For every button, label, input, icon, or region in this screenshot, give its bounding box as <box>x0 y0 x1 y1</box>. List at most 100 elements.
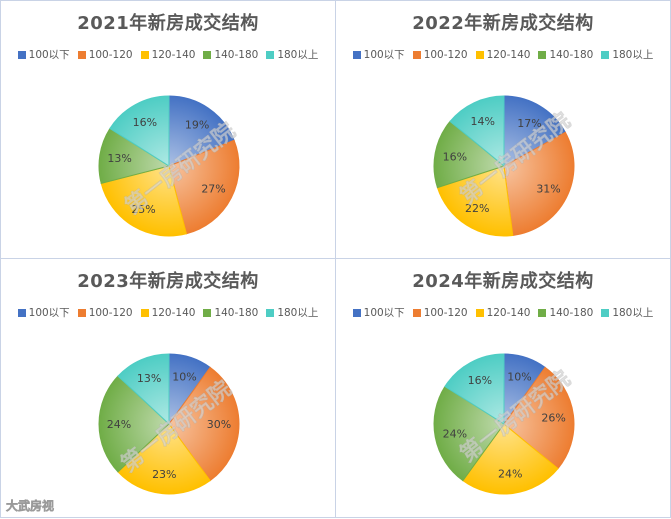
legend-swatch <box>140 308 149 317</box>
pie-slice-120-140 <box>117 423 211 495</box>
legend-item: 100以下 <box>352 47 405 62</box>
pie-slice-100以下 <box>168 95 235 167</box>
legend-item: 120-140 <box>140 305 196 320</box>
slice-value-label: 17% <box>517 117 541 130</box>
legend-label: 140-180 <box>214 48 259 61</box>
pie-slice-180以上 <box>444 353 505 425</box>
legend-label: 120-140 <box>486 306 531 319</box>
legend-label: 100以下 <box>28 49 70 61</box>
pie-slice-100-120 <box>503 131 575 237</box>
legend-item: 140-180 <box>538 47 593 62</box>
pie-chart: 10% 26% 24% 24% 16% <box>433 353 575 495</box>
chart-legend: 100以下 100-120 120-140 140-180 180以上 <box>1 305 335 320</box>
legend-swatch <box>266 50 275 59</box>
slice-value-label: 31% <box>536 183 560 196</box>
pie-slice-100-120 <box>168 139 240 235</box>
slice-value-label: 19% <box>185 119 209 132</box>
slice-value-label: 24% <box>443 427 467 440</box>
pie-slice-120-140 <box>462 423 559 495</box>
legend-swatch <box>77 308 86 317</box>
pie-slice-140-180 <box>433 120 506 189</box>
legend-label: 120-140 <box>151 306 196 319</box>
pie-slice-100-120 <box>168 366 240 482</box>
pie-slice-100以下 <box>503 95 567 167</box>
legend-label: 140-180 <box>549 48 594 61</box>
chart-panel-2022: 2022年新房成交结构 100以下 100-120 120-140 140-18… <box>335 0 671 259</box>
legend-label: 120-140 <box>486 48 531 61</box>
legend-label: 100-120 <box>88 306 133 319</box>
chart-legend: 100以下 100-120 120-140 140-180 180以上 <box>336 305 670 320</box>
slice-value-label: 24% <box>498 468 522 481</box>
pie-slice-120-140 <box>100 165 188 237</box>
legend-swatch <box>17 50 26 59</box>
legend-item: 100-120 <box>77 47 133 62</box>
slice-value-label: 24% <box>107 418 131 431</box>
legend-swatch <box>77 50 86 59</box>
legend-item: 140-180 <box>203 47 258 62</box>
slice-value-label: 16% <box>468 374 492 387</box>
legend-label: 100-120 <box>423 306 468 319</box>
chart-panel-2021: 2021年新房成交结构 100以下 100-120 120-140 140-18… <box>0 0 336 259</box>
legend-label: 100以下 <box>363 307 405 319</box>
legend-item: 100-120 <box>77 305 133 320</box>
legend-item: 120-140 <box>475 305 531 320</box>
slice-value-label: 10% <box>172 370 196 383</box>
legend-swatch <box>412 308 421 317</box>
legend-swatch <box>140 50 149 59</box>
legend-label: 100-120 <box>88 48 133 61</box>
legend-label: 180以上 <box>612 49 654 61</box>
pie-slice-140-180 <box>433 385 505 482</box>
legend-item: 140-180 <box>203 305 258 320</box>
legend-item: 100以下 <box>352 305 405 320</box>
legend-item: 100-120 <box>412 305 468 320</box>
slice-value-label: 27% <box>201 183 225 196</box>
legend-item: 180以上 <box>601 305 653 320</box>
slice-value-label: 16% <box>133 116 157 129</box>
legend-swatch <box>475 50 484 59</box>
chart-panel-2024: 2024年新房成交结构 100以下 100-120 120-140 140-18… <box>335 258 671 518</box>
slice-value-label: 16% <box>443 151 467 164</box>
legend-swatch <box>412 50 421 59</box>
legend-swatch <box>352 308 361 317</box>
slice-value-label: 14% <box>470 115 494 128</box>
chart-title: 2022年新房成交结构 <box>412 13 594 34</box>
slice-value-label: 13% <box>137 372 161 385</box>
legend-label: 180以上 <box>612 307 654 319</box>
pie-slice-180以上 <box>117 353 170 426</box>
legend-label: 100以下 <box>28 307 70 319</box>
legend-label: 120-140 <box>151 48 196 61</box>
legend-label: 140-180 <box>549 306 594 319</box>
chart-title: 2024年新房成交结构 <box>412 271 594 292</box>
chart-legend: 100以下 100-120 120-140 140-180 180以上 <box>336 47 670 62</box>
legend-label: 140-180 <box>214 306 259 319</box>
slice-value-label: 10% <box>507 370 531 383</box>
slice-value-label: 26% <box>541 412 565 425</box>
legend-swatch <box>17 308 26 317</box>
chart-title: 2021年新房成交结构 <box>77 13 259 34</box>
legend-item: 180以上 <box>266 47 318 62</box>
slice-value-label: 22% <box>465 202 489 215</box>
legend-item: 180以上 <box>266 305 318 320</box>
legend-item: 180以上 <box>601 47 653 62</box>
slice-value-label: 23% <box>152 468 176 481</box>
chart-legend: 100以下 100-120 120-140 140-180 180以上 <box>1 47 335 62</box>
slice-value-label: 25% <box>131 203 155 216</box>
pie-chart: 19% 27% 25% 13% 16% <box>98 95 240 237</box>
legend-swatch <box>538 50 547 59</box>
legend-label: 100-120 <box>423 48 468 61</box>
legend-swatch <box>475 308 484 317</box>
legend-item: 100以下 <box>17 47 70 62</box>
legend-label: 180以上 <box>277 307 319 319</box>
pie-slice-140-180 <box>98 127 171 185</box>
pie-chart: 10% 30% 23% 24% 13% <box>98 353 240 495</box>
pie-slice-100-120 <box>503 366 575 470</box>
legend-swatch <box>601 50 610 59</box>
legend-swatch <box>601 308 610 317</box>
chart-panel-2023: 2023年新房成交结构 100以下 100-120 120-140 140-18… <box>0 258 336 518</box>
legend-swatch <box>203 50 212 59</box>
slice-value-label: 30% <box>207 418 231 431</box>
legend-item: 120-140 <box>475 47 531 62</box>
chart-title: 2023年新房成交结构 <box>77 271 259 292</box>
slice-value-label: 13% <box>107 152 131 165</box>
